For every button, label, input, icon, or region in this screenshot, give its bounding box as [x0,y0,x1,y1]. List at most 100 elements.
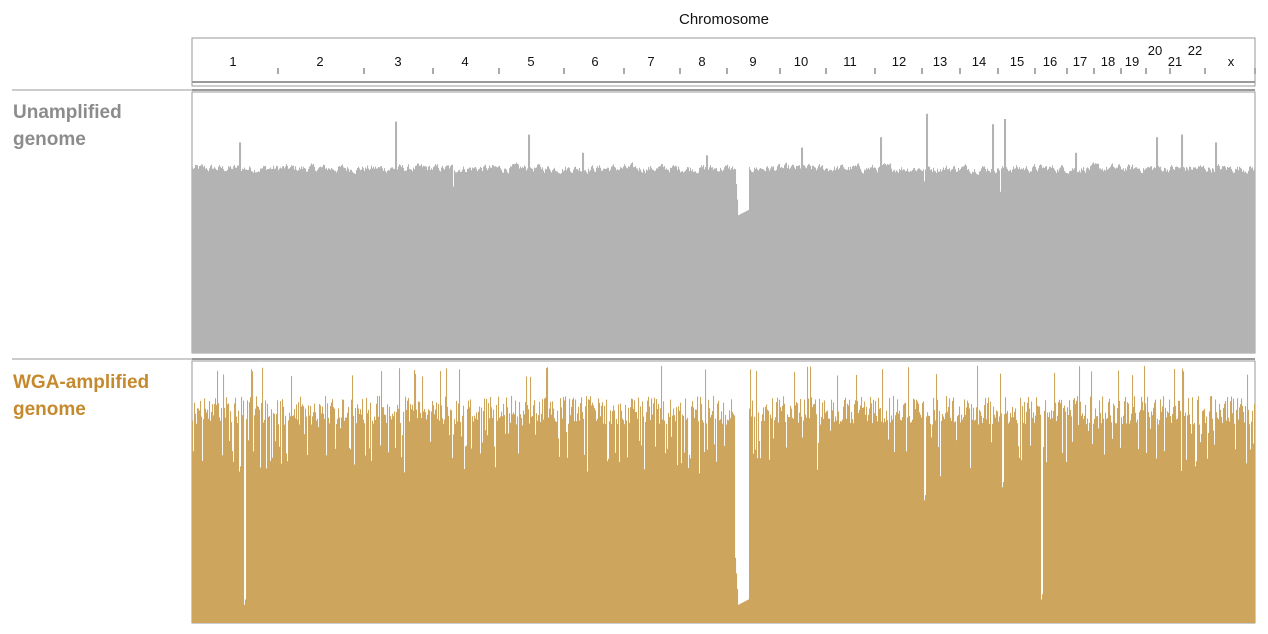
coverage-bar [805,167,807,353]
coverage-bar [446,165,448,353]
coverage-bar [1157,418,1159,623]
coverage-bar [1038,168,1040,353]
coverage-bar [199,410,201,623]
coverage-bar [531,416,533,623]
coverage-bar [1229,421,1231,623]
coverage-bar [779,399,781,623]
coverage-bar [611,166,613,353]
coverage-bar [550,401,552,623]
coverage-bar [532,416,534,623]
coverage-bar [583,152,585,353]
coverage-bar [921,170,923,353]
coverage-bar [779,163,781,353]
coverage-bar [1248,409,1250,623]
coverage-bar [230,411,232,623]
coverage-bar [602,402,604,623]
coverage-bar [1235,168,1237,353]
coverage-bar [597,166,599,353]
coverage-bar [247,400,249,623]
coverage-bar [574,167,576,353]
coverage-bar [694,417,696,623]
coverage-bar [604,405,606,623]
coverage-bar [553,408,555,623]
coverage-bar [777,166,779,353]
coverage-bar [961,167,963,353]
coverage-bar [330,405,332,623]
coverage-bar [757,169,759,353]
coverage-bar [432,400,434,623]
coverage-bar [1024,402,1026,623]
coverage-bar [1058,171,1060,353]
coverage-bar [557,171,559,353]
coverage-bar [1085,404,1087,623]
coverage-bar [1222,423,1224,623]
coverage-bar [1206,171,1208,353]
coverage-bar [688,167,690,353]
coverage-bar [416,409,418,623]
coverage-bar [968,403,970,623]
coverage-bar [277,400,279,623]
coverage-bar [1138,449,1140,623]
coverage-bar [999,170,1001,353]
coverage-bar [770,168,772,353]
coverage-bar [705,369,707,623]
coverage-bar [1162,406,1164,623]
coverage-bar [1033,165,1035,353]
coverage-bar [1020,169,1022,353]
coverage-bar [212,404,214,623]
coverage-bar [326,455,328,623]
coverage-bar [685,398,687,623]
coverage-bar [849,399,851,623]
coverage-bar [722,423,724,623]
coverage-bar [438,167,440,353]
coverage-bar [626,167,628,353]
coverage-bar [1026,166,1028,353]
coverage-bar [947,411,949,623]
coverage-bar [311,424,313,623]
coverage-bar [982,166,984,353]
coverage-bar [523,167,525,353]
coverage-bar [674,166,676,353]
coverage-bar [1067,173,1069,353]
coverage-bar [339,166,341,353]
coverage-bar [819,398,821,623]
coverage-bar [1108,402,1110,623]
coverage-bar [286,164,288,353]
coverage-bar [328,417,330,623]
coverage-bar [1183,371,1185,623]
coverage-bar [1030,445,1032,623]
coverage-bar [939,171,941,353]
coverage-bar [843,167,845,353]
coverage-bar [262,168,264,353]
coverage-bar [378,166,380,353]
coverage-bar [284,168,286,353]
coverage-bar [411,409,413,623]
coverage-bar [641,445,643,623]
coverage-bar [1254,404,1256,623]
coverage-bar [834,166,836,353]
coverage-bar [546,368,548,623]
coverage-bar [884,163,886,353]
coverage-bar [1027,402,1029,623]
coverage-bar [923,169,925,353]
coverage-bar [597,418,599,623]
coverage-bar [764,420,766,623]
coverage-bar [990,401,992,623]
coverage-bar [1053,167,1055,353]
coverage-bar [418,163,420,353]
coverage-bar [416,165,418,353]
coverage-bar [441,167,443,353]
coverage-bar [913,398,915,623]
coverage-bar [1186,167,1188,353]
coverage-bar [690,167,692,353]
coverage-bar [1169,170,1171,353]
coverage-bar [945,168,947,353]
coverage-bar [330,169,332,353]
coverage-bar [351,169,353,353]
coverage-bar [1173,406,1175,623]
coverage-bar [572,172,574,353]
coverage-bar [323,164,325,353]
coverage-bar [1195,167,1197,353]
coverage-bar [738,604,740,623]
coverage-bar [988,170,990,353]
